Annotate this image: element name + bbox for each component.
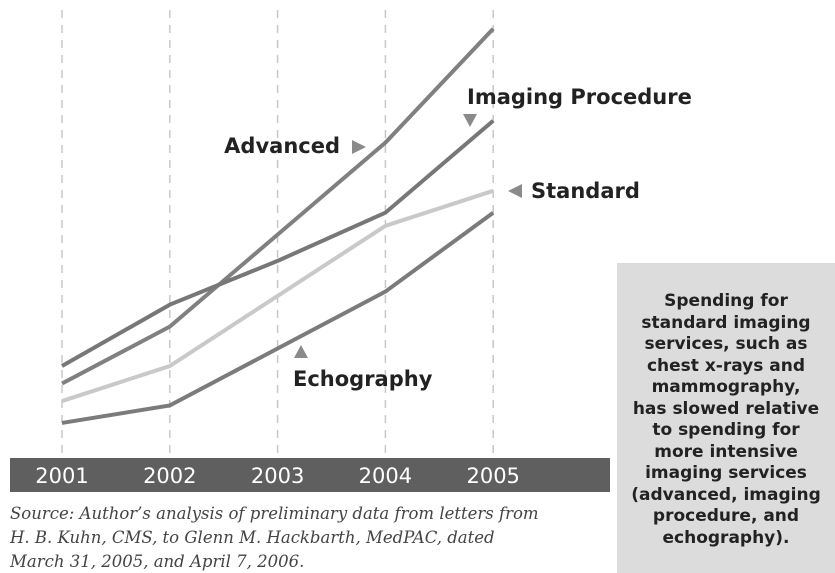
series-label: Standard [531, 179, 640, 203]
label-pointer [508, 184, 522, 198]
line-series [61, 119, 495, 368]
side-note-line: chest x-rays and [646, 355, 806, 376]
source-line: March 31, 2005, and April 7, 2006. [10, 552, 305, 571]
line-series [61, 211, 495, 425]
x-tick-label: 2004 [359, 464, 412, 488]
side-note-line: mammography, [651, 377, 801, 397]
side-note-line: (advanced, imaging [631, 484, 821, 505]
x-tick-label: 2001 [35, 464, 88, 488]
label-pointer [294, 345, 308, 358]
line-series [61, 188, 494, 403]
side-note-line: procedure, and [652, 506, 800, 526]
series-label: Imaging Procedure [467, 85, 692, 109]
series-label: Advanced [224, 134, 340, 158]
side-note-line: echography). [662, 527, 790, 548]
x-tick-label: 2005 [466, 464, 519, 488]
source-line: Source: Author’s analysis of preliminary… [10, 504, 539, 523]
side-note-line: more intensive [654, 441, 798, 462]
side-note-line: has slowed relative [632, 398, 820, 419]
source-line: H. B. Kuhn, CMS, to Glenn M. Hackbarth, … [10, 528, 495, 547]
line-series [61, 27, 495, 386]
side-note-line: to spending for [652, 420, 800, 440]
source-note: Source: Author’s analysis of preliminary… [10, 502, 610, 573]
side-note-line: services, such as [644, 334, 808, 354]
label-pointer [463, 114, 477, 127]
x-axis-band [10, 458, 610, 492]
side-note: Spending for standard imaging services, su… [617, 263, 835, 549]
series-label: Echography [293, 367, 433, 391]
x-tick-label: 2003 [251, 464, 304, 488]
side-note-line: Spending for [664, 291, 788, 311]
side-note-line: imaging services [645, 463, 807, 483]
side-note-line: standard imaging [641, 312, 811, 333]
x-tick-label: 2002 [143, 464, 196, 488]
label-pointer [352, 140, 366, 154]
side-note-box: Spending for standard imaging services, su… [617, 263, 835, 573]
